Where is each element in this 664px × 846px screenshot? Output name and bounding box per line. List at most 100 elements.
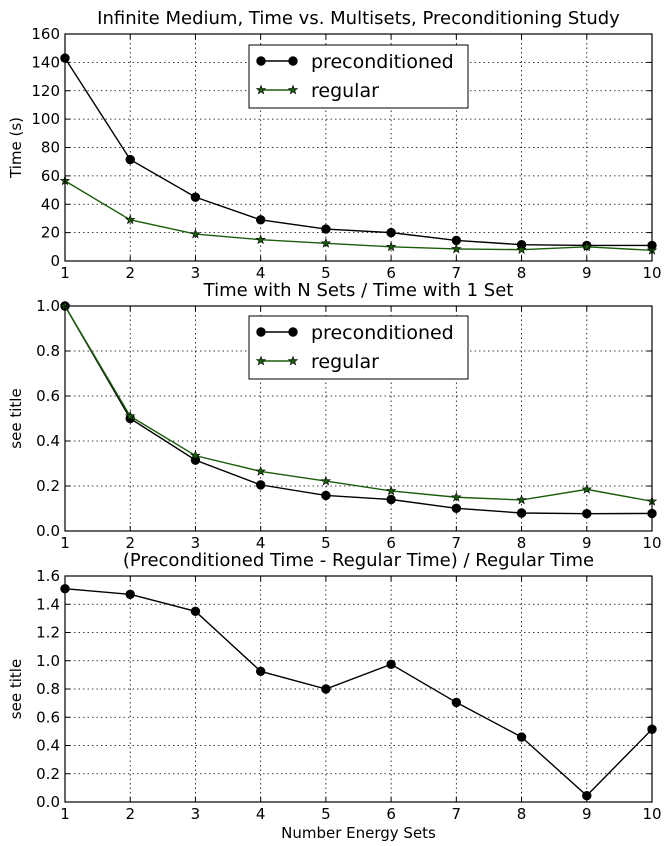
series-regular xyxy=(59,175,658,255)
x-tick-label: 2 xyxy=(125,264,135,282)
data-point xyxy=(516,508,527,518)
data-point xyxy=(255,215,266,225)
x-tick-label: 1 xyxy=(60,534,70,552)
x-tick-label: 4 xyxy=(256,264,266,282)
data-point xyxy=(320,475,332,486)
x-tick-label: 9 xyxy=(582,805,592,823)
y-tick-label: 1.0 xyxy=(36,297,60,315)
y-axis-label: see title xyxy=(7,659,25,719)
x-tick-label: 2 xyxy=(125,805,135,823)
legend-marker xyxy=(255,355,267,366)
legend-label: preconditioned xyxy=(311,322,454,344)
x-tick-label: 4 xyxy=(256,805,266,823)
x-tick-label: 3 xyxy=(191,534,201,552)
x-tick-label: 5 xyxy=(321,534,331,552)
y-tick-label: 0.4 xyxy=(36,737,60,755)
chart-title: Infinite Medium, Time vs. Multisets, Pre… xyxy=(97,8,620,29)
ticks: 1 2 3 4 5 6 7 8 9 10 0.0 0.2 0.4 0.6 0.8 1.0 xyxy=(36,297,661,552)
data-point xyxy=(255,465,266,476)
legend-box xyxy=(248,44,469,109)
data-point xyxy=(255,234,266,245)
x-tick-label: 8 xyxy=(517,805,527,823)
legend-marker xyxy=(256,327,266,337)
legend-marker xyxy=(287,84,299,95)
x-tick-label: 7 xyxy=(452,805,462,823)
legend-marker xyxy=(287,355,299,366)
chart-title: (Preconditioned Time - Regular Time) / R… xyxy=(123,550,594,571)
ticks: 1 2 3 4 5 6 7 8 9 10 0.0 0.2 0.4 0.6 0.8 1.0 1.2 1.4 1.6 xyxy=(36,567,661,823)
y-tick-label: 120 xyxy=(31,82,60,100)
legend-marker xyxy=(256,56,266,66)
x-tick-label: 1 xyxy=(60,805,70,823)
plot-frame xyxy=(64,305,653,532)
legend-box xyxy=(248,315,469,380)
y-tick-label: 0.6 xyxy=(36,387,60,405)
data-point xyxy=(125,154,135,165)
y-tick-label: 0.0 xyxy=(36,522,60,540)
x-tick-label: 6 xyxy=(386,264,396,282)
grid xyxy=(64,575,653,803)
x-tick-label: 7 xyxy=(452,534,462,552)
data-point xyxy=(255,480,266,490)
data-point xyxy=(255,666,266,677)
legend-label: regular xyxy=(311,351,379,373)
y-tick-label: 140 xyxy=(31,53,60,71)
y-tick-label: 0.2 xyxy=(36,765,60,783)
data-point xyxy=(125,214,136,225)
data-point xyxy=(190,228,201,239)
y-tick-label: 1.6 xyxy=(36,567,60,585)
legend-label: regular xyxy=(311,80,379,102)
y-tick-label: 1.2 xyxy=(36,624,60,642)
data-point xyxy=(321,684,331,694)
data-point xyxy=(581,241,592,252)
x-tick-label: 10 xyxy=(642,534,661,552)
series-line xyxy=(64,305,653,515)
legend: preconditioned regular xyxy=(248,315,469,380)
data-point xyxy=(321,490,331,501)
x-tick-label: 5 xyxy=(321,805,331,823)
x-tick-label: 6 xyxy=(386,805,396,823)
x-tick-label: 3 xyxy=(191,264,201,282)
data-point xyxy=(582,790,592,801)
x-tick-label: 4 xyxy=(256,534,266,552)
plot-frame xyxy=(64,33,653,262)
y-tick-label: 20 xyxy=(41,224,60,242)
plot-frame xyxy=(64,575,653,803)
series-line xyxy=(64,57,652,247)
series-line xyxy=(64,180,653,252)
series-values xyxy=(60,584,657,801)
y-tick-label: 0 xyxy=(50,252,60,270)
data-point xyxy=(581,483,592,494)
y-tick-label: 1.4 xyxy=(36,595,60,613)
y-tick-label: 100 xyxy=(31,110,60,128)
data-point xyxy=(451,243,462,254)
y-tick-label: 40 xyxy=(41,195,60,213)
data-point xyxy=(451,503,462,513)
chart-title: Time with N Sets / Time with 1 Set xyxy=(203,280,514,301)
data-point xyxy=(125,410,136,421)
legend-marker xyxy=(288,56,298,66)
series-line xyxy=(64,305,653,502)
y-tick-label: 0.6 xyxy=(36,708,60,726)
y-axis-label: see title xyxy=(7,388,25,448)
chart-panel-time: 1 2 3 4 5 6 7 8 9 10020406080100120140160Infinite… xyxy=(7,8,662,282)
y-tick-label: 1.0 xyxy=(36,652,60,670)
x-tick-label: 3 xyxy=(191,805,201,823)
data-point xyxy=(385,241,397,252)
y-tick-label: 80 xyxy=(41,139,60,157)
chart-panel-ratio: 1 2 3 4 5 6 7 8 9 10 0.0 0.2 0.4 0.6 0.8 1.0 Time with N… xyxy=(7,280,662,552)
x-tick-label: 10 xyxy=(642,264,661,282)
y-tick-label: 0.4 xyxy=(36,432,60,450)
data-point xyxy=(190,192,201,202)
y-tick-label: 0.8 xyxy=(36,680,60,698)
data-point xyxy=(516,244,527,255)
x-tick-label: 1 xyxy=(60,264,70,282)
data-point xyxy=(386,227,396,238)
data-point xyxy=(451,697,462,708)
x-tick-label: 6 xyxy=(386,534,396,552)
x-tick-label: 9 xyxy=(582,534,592,552)
chart-panel-relative-difference: 1 2 3 4 5 6 7 8 9 10 0.0 0.2 0.4 0.6 0.8 1.0 1.2 1.4 1.6 (P… xyxy=(7,550,662,842)
x-tick-label: 9 xyxy=(582,264,592,282)
data-point xyxy=(321,224,331,234)
